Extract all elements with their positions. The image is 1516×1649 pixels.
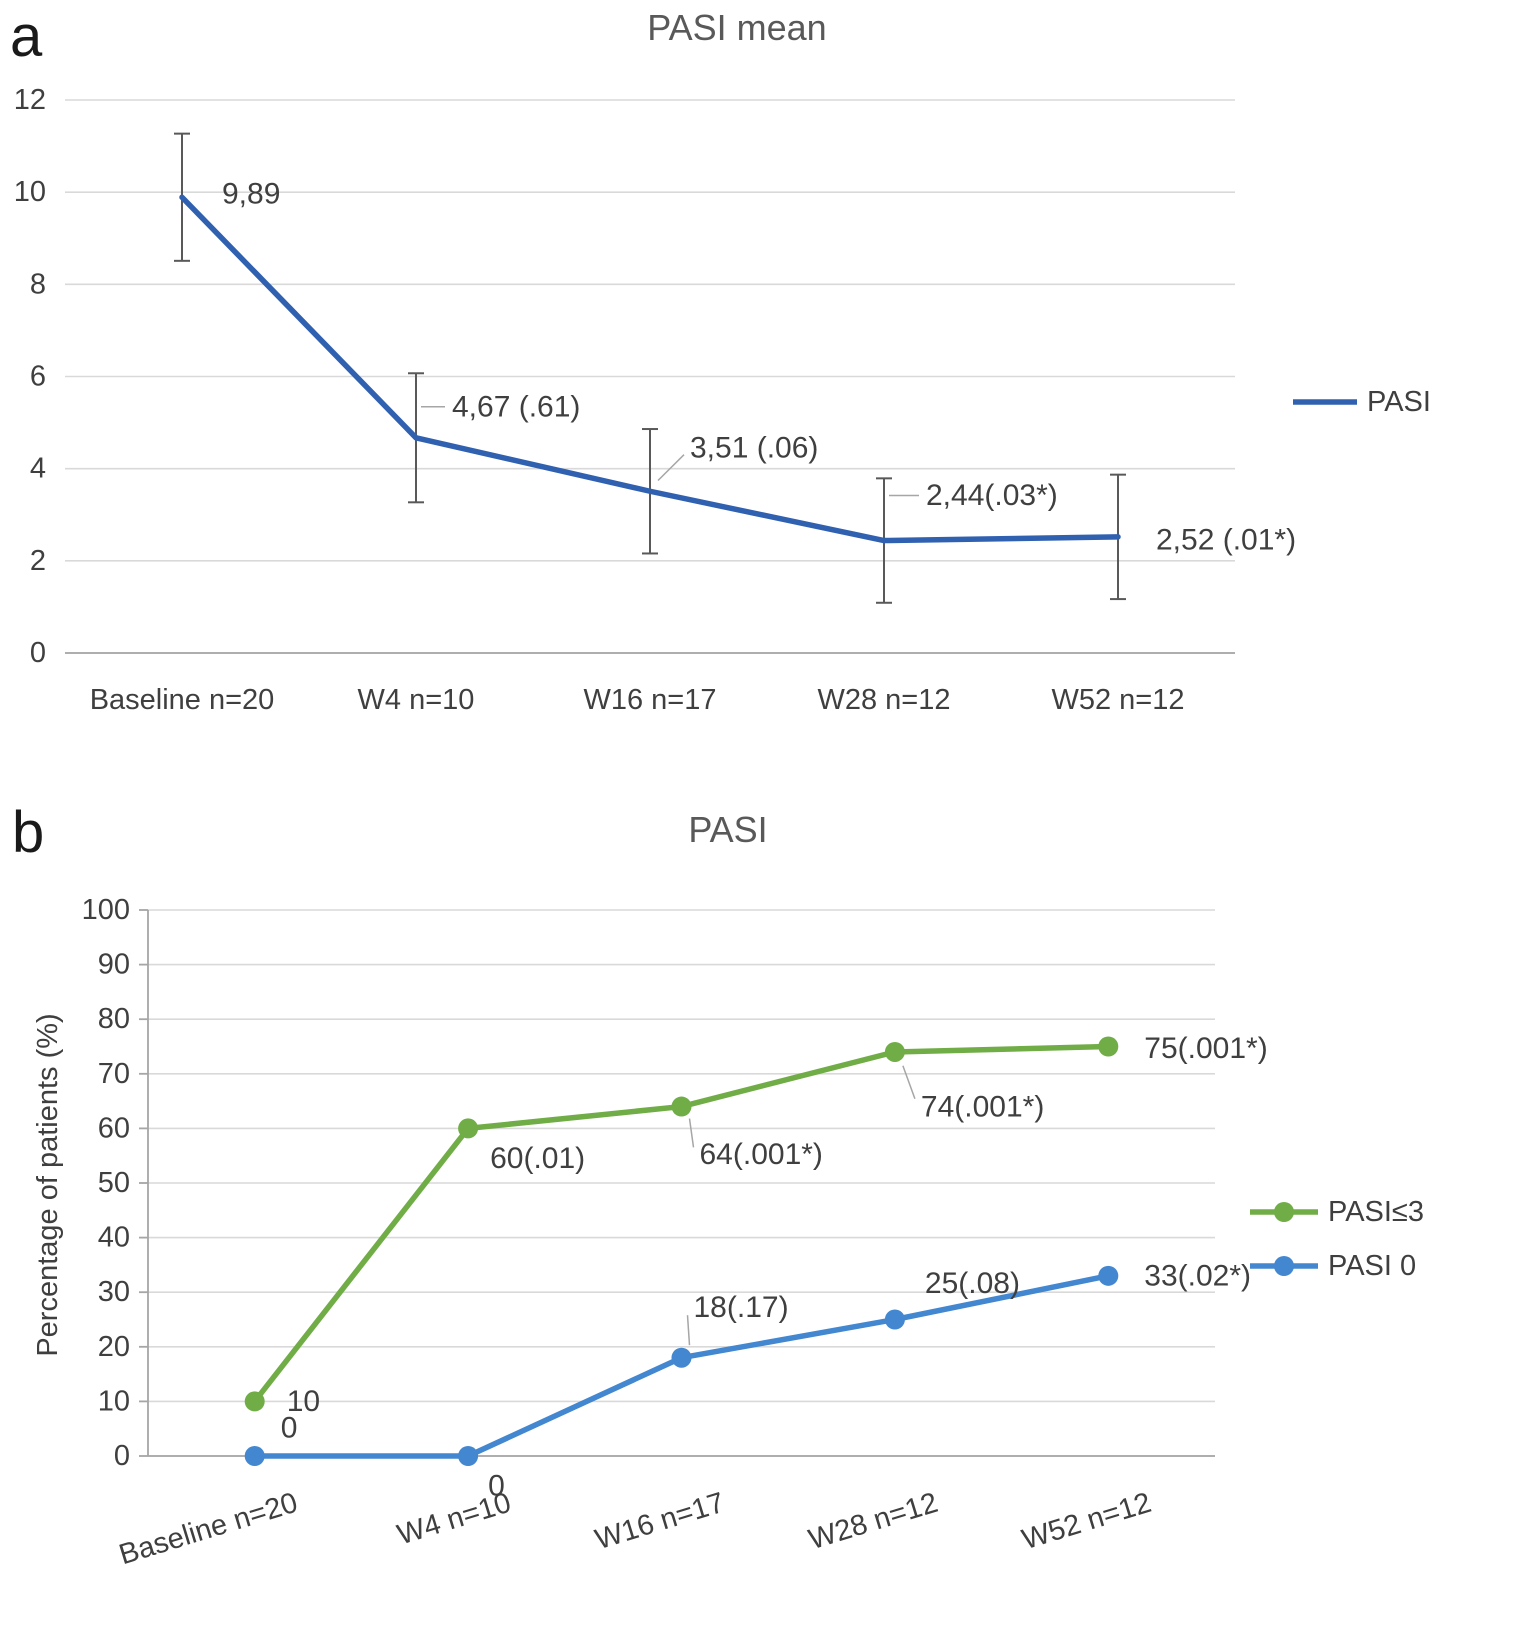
ytick-label: 12 [14, 84, 46, 116]
category-label: W16 n=17 [583, 684, 716, 716]
category-label: Baseline n=20 [115, 1487, 301, 1572]
data-label: 9,89 [222, 178, 280, 211]
category-label: W4 n=10 [358, 684, 475, 716]
category-label: W16 n=17 [592, 1487, 729, 1556]
data-label: 10 [287, 1385, 320, 1418]
series-line-PASI [179, 194, 1121, 544]
ytick-label: 30 [98, 1276, 130, 1308]
ytick-label: 10 [14, 176, 46, 208]
data-label: 33(.02*) [1144, 1259, 1251, 1292]
ytick-label: 90 [98, 949, 130, 981]
data-label: 60(.01) [490, 1142, 585, 1175]
series-point [244, 1446, 265, 1466]
data-label: 18(.17) [694, 1291, 789, 1324]
category-label: W28 n=12 [805, 1487, 942, 1556]
leader-line [657, 454, 685, 482]
ytick-label: 100 [82, 894, 130, 926]
data-label: 0 [488, 1470, 505, 1503]
ytick-label: 20 [98, 1331, 130, 1363]
data-label: 3,51 (.06) [690, 432, 818, 465]
series-point [458, 1446, 479, 1466]
data-label: 4,67 (.61) [452, 390, 580, 423]
panel-a-title: PASI mean [647, 7, 826, 48]
data-label: 74(.001*) [921, 1090, 1044, 1123]
ytick-label: 0 [30, 637, 46, 669]
data-label: 75(.001*) [1144, 1032, 1267, 1065]
ytick-label: 4 [30, 453, 46, 485]
leader-line [686, 1315, 691, 1346]
legend-marker [1274, 1256, 1294, 1276]
series-point [1098, 1036, 1119, 1057]
ytick-label: 2 [30, 545, 46, 577]
category-label: W52 n=12 [1018, 1487, 1155, 1556]
category-label: W52 n=12 [1051, 684, 1184, 716]
data-label: 25(.08) [925, 1267, 1020, 1300]
series-point [884, 1309, 905, 1330]
ytick-label: 10 [98, 1385, 130, 1417]
panel-b-letter: b [12, 800, 44, 865]
series-point [671, 1347, 692, 1368]
legend-label: PASI [1367, 386, 1431, 418]
ytick-label: 80 [98, 1003, 130, 1035]
leader-line [902, 1065, 916, 1099]
series-point [458, 1118, 479, 1139]
series-point [1098, 1265, 1119, 1286]
ytick-label: 50 [98, 1167, 130, 1199]
leader-line [688, 1118, 695, 1148]
data-label: 2,52 (.01*) [1156, 523, 1296, 556]
panel-a-plot: 0 2 4 6 8 10 12 Baseline n=20 W4 n=10 W16 n=17 W28… [14, 84, 1431, 716]
legend-label: PASI 0 [1328, 1250, 1416, 1282]
series-point [244, 1391, 265, 1412]
data-label: 64(.001*) [700, 1138, 823, 1171]
panel-b-title: PASI [688, 809, 767, 850]
category-label: W28 n=12 [817, 684, 950, 716]
ytick-label: 8 [30, 268, 46, 300]
category-label: Baseline n=20 [90, 684, 275, 716]
legend-label: PASI≤3 [1328, 1196, 1424, 1228]
series-point [884, 1041, 905, 1062]
panel-a-letter: a [10, 4, 43, 69]
panel-b-ylabel: Percentage of patients (%) [32, 1013, 64, 1356]
ytick-label: 60 [98, 1112, 130, 1144]
ytick-label: 0 [114, 1440, 130, 1472]
legend-marker [1274, 1202, 1294, 1222]
ytick-label: 40 [98, 1222, 130, 1254]
data-label: 2,44(.03*) [926, 479, 1058, 512]
series-point [671, 1096, 692, 1117]
data-label: 0 [281, 1412, 298, 1445]
ytick-label: 6 [30, 361, 46, 393]
ytick-label: 70 [98, 1058, 130, 1090]
